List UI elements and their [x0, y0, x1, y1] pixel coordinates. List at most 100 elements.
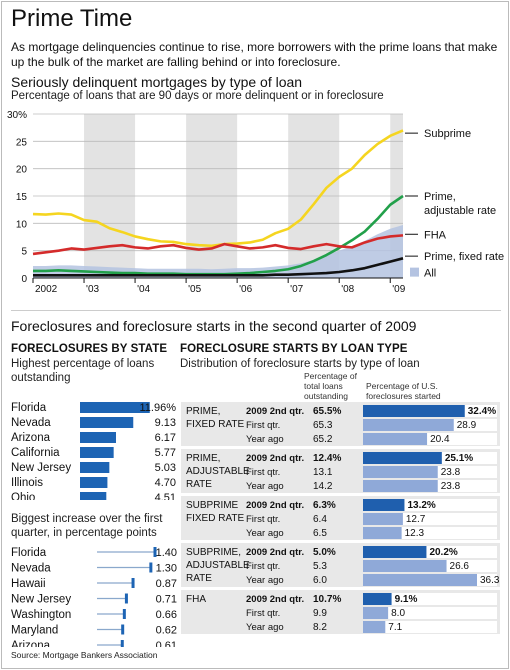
delinquency-line-chart: 0 5 10 15 20 25 30% 2002 '03 '04 '05 '06 '07 '08 '09 Su… [7, 110, 504, 295]
state-value: 4.70 [155, 477, 176, 489]
state-increase-markers: Florida 1.40 Nevada 1.30 Hawaii 0.87 New Jerse… [11, 547, 177, 647]
row-period: 2009 2nd qtr. [246, 406, 304, 417]
x-tick-label: '06 [239, 284, 252, 295]
increase-value: 0.71 [156, 594, 177, 606]
state-label: Nevada [11, 417, 51, 429]
x-tick-label: '03 [86, 284, 99, 295]
x-tick-label: 2002 [35, 284, 58, 295]
started-value: 25.1% [445, 453, 473, 464]
increase-value: 0.66 [156, 609, 177, 621]
bar-cell [363, 621, 497, 633]
section2-heading: Foreclosures and foreclosure starts in t… [11, 318, 417, 334]
row-outstanding: 6.0 [313, 575, 327, 586]
loan-group-label: ADJUSTABLE [186, 560, 250, 571]
started-value: 12.7 [406, 514, 426, 525]
increase-marker [122, 609, 126, 619]
increase-marker [121, 624, 125, 635]
state-label: Nevada [11, 563, 51, 575]
bar-cell [363, 607, 497, 619]
state-label: Maryland [11, 625, 58, 637]
started-bar [363, 607, 389, 619]
row-period: First qtr. [246, 561, 280, 572]
state-value: 11.96% [140, 402, 177, 414]
started-value: 36.3 [480, 575, 500, 586]
state-label: Ohio [11, 492, 35, 500]
chart1-subheading: Percentage of loans that are 90 days or … [11, 90, 384, 102]
state-value: 4.51 [155, 492, 176, 500]
legend-label: Prime, [424, 191, 456, 203]
x-tick-label: '08 [341, 284, 354, 295]
increase-note: Biggest increase over the first quarter,… [11, 513, 163, 539]
started-bar [363, 419, 454, 431]
started-value: 20.2% [429, 547, 457, 558]
bar-cell [363, 593, 497, 605]
increase-marker [153, 547, 157, 557]
by-state-note: Highest percentage of loans outstanding [11, 358, 155, 384]
state-label: California [11, 447, 60, 459]
row-period: First qtr. [246, 467, 280, 478]
state-value: 5.77 [155, 447, 176, 459]
row-outstanding: 6.5 [313, 528, 327, 539]
started-bar [363, 593, 392, 605]
increase-marker [120, 640, 124, 647]
state-label: Florida [11, 547, 47, 559]
row-outstanding: 6.4 [313, 514, 327, 525]
loan-group-label: PRIME, [186, 406, 220, 417]
state-foreclosure-bars: Florida 11.96% Nevada 9.13 Arizona 6.17 Califo… [11, 402, 177, 500]
state-label: Hawaii [11, 578, 46, 590]
state-label: New Jersey [11, 594, 71, 606]
increase-marker [124, 593, 128, 604]
started-bar [363, 574, 477, 586]
started-bar [363, 405, 465, 417]
row-period: 2009 2nd qtr. [246, 500, 304, 511]
series-line-prime-fixed-rate [33, 257, 404, 277]
loan-group-label: SUBPRIME [186, 500, 239, 511]
row-outstanding: 65.3 [313, 420, 333, 431]
y-tick-label: 25 [16, 137, 28, 148]
increase-value: 0.61 [156, 640, 177, 647]
row-period: First qtr. [246, 420, 280, 431]
x-tick-label: '05 [188, 284, 201, 295]
increase-marker [131, 578, 135, 588]
started-value: 20.4 [430, 434, 450, 445]
series-area-all [33, 224, 403, 278]
row-outstanding: 9.9 [313, 608, 327, 619]
legend-label: Subprime [424, 128, 471, 140]
state-value: 6.17 [155, 432, 176, 444]
started-value: 28.9 [457, 420, 477, 431]
by-state-heading: FORECLOSURES BY STATE [11, 343, 168, 355]
source-note: Source: Mortgage Bankers Association [11, 650, 158, 660]
row-outstanding: 13.1 [313, 467, 333, 478]
row-outstanding: 5.3 [313, 561, 327, 572]
state-bar [80, 492, 107, 500]
state-bar [80, 417, 134, 428]
started-bar [363, 433, 428, 445]
row-outstanding: 6.3% [313, 500, 336, 511]
increase-value: 0.62 [156, 625, 177, 637]
state-label: Illinois [11, 477, 43, 489]
y-tick-label: 5 [21, 247, 27, 258]
loan-group-label: SUBPRIME, [186, 547, 241, 558]
state-label: Arizona [11, 432, 51, 444]
section-divider [11, 310, 501, 311]
started-value: 26.6 [450, 561, 470, 572]
increase-value: 1.40 [156, 547, 177, 559]
loan-group-label: PRIME, [186, 453, 220, 464]
loan-group-label: RATE [186, 479, 212, 490]
row-period: Year ago [246, 528, 284, 539]
state-label: Florida [11, 402, 47, 414]
by-loan-note: Distribution of foreclosure starts by ty… [180, 358, 420, 370]
started-value: 7.1 [388, 622, 402, 633]
row-period: First qtr. [246, 514, 280, 525]
row-outstanding: 14.2 [313, 481, 333, 492]
started-bar [363, 527, 402, 539]
started-value: 13.2% [407, 500, 435, 511]
state-bar [80, 402, 150, 413]
col-outstanding-header: Percentage of total loans outstanding [304, 371, 357, 401]
started-bar [363, 452, 442, 464]
legend-swatch-all [410, 267, 419, 277]
row-period: Year ago [246, 434, 284, 445]
legend-label: FHA [424, 229, 447, 241]
